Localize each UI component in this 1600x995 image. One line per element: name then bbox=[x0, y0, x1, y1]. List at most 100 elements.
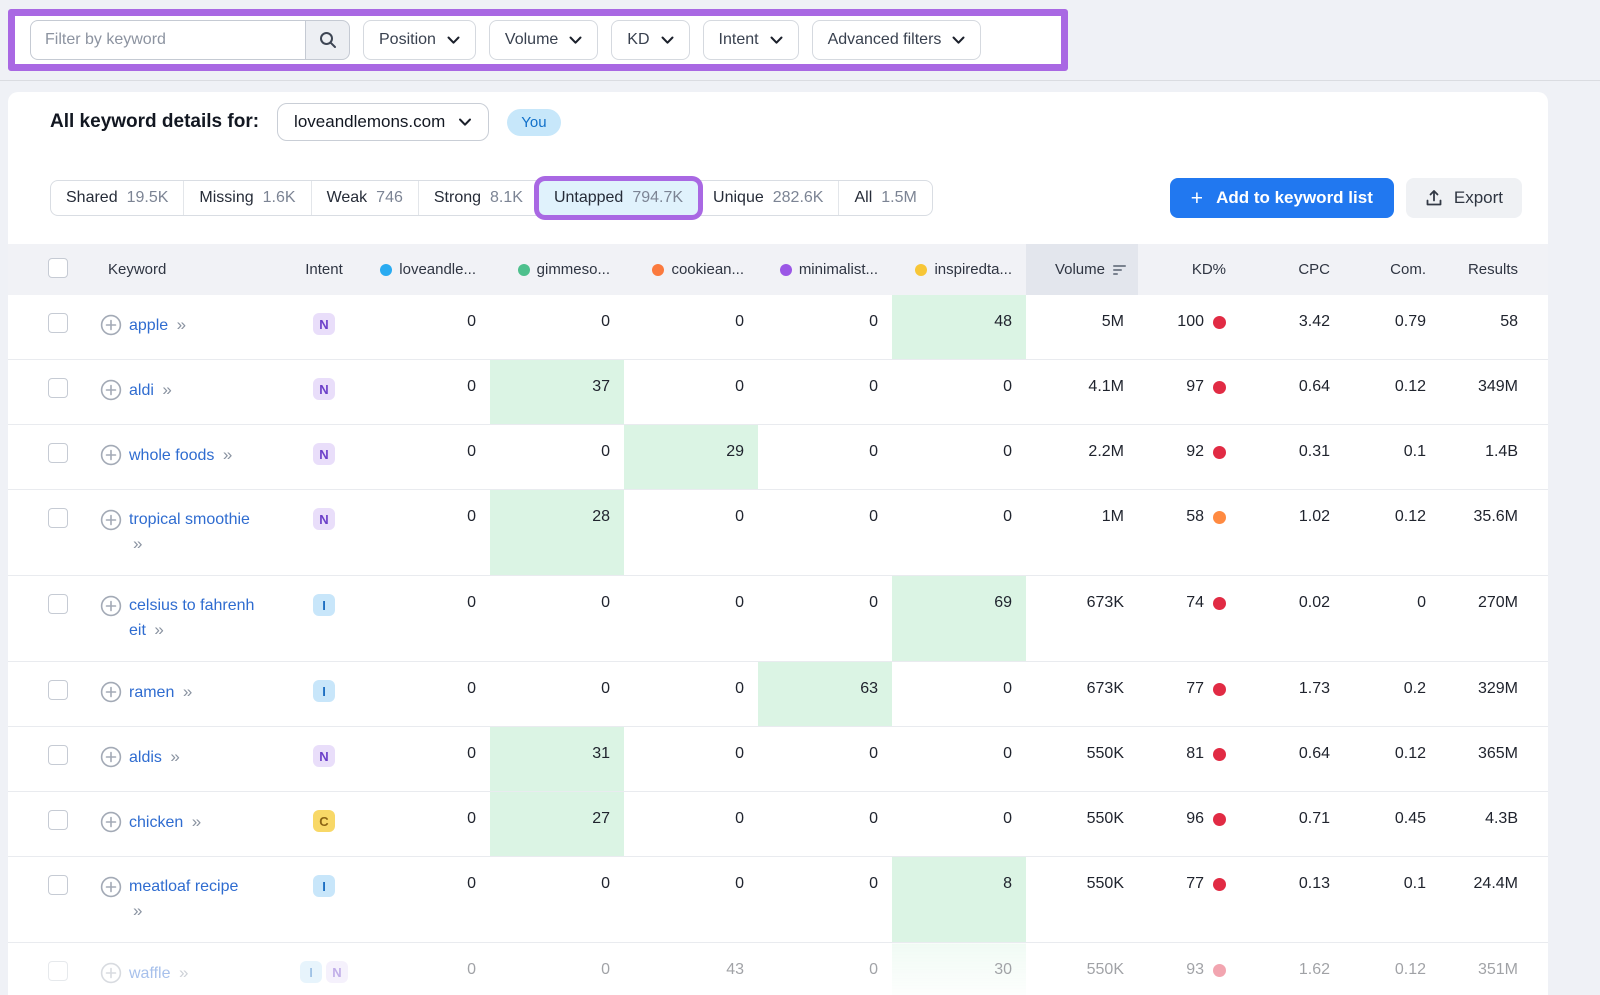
tab-shared[interactable]: Shared19.5K bbox=[51, 181, 184, 215]
row-checkbox[interactable] bbox=[48, 313, 68, 333]
competitor-dot-icon bbox=[380, 264, 392, 276]
column-header-competitor-2[interactable]: gimmeso... bbox=[490, 244, 624, 295]
select-all-checkbox[interactable] bbox=[48, 258, 68, 278]
row-checkbox[interactable] bbox=[48, 594, 68, 614]
expand-keyword-icon[interactable] bbox=[100, 746, 122, 773]
column-header-competitor-4[interactable]: minimalist... bbox=[758, 244, 892, 295]
keyword-link[interactable]: whole foods bbox=[129, 447, 214, 464]
keyword-link[interactable]: aldi bbox=[129, 382, 154, 399]
row-checkbox[interactable] bbox=[48, 443, 68, 463]
kd-cell: 100 bbox=[1138, 295, 1240, 360]
position-cell: 0 bbox=[892, 490, 1026, 576]
keyword-detail-arrows-icon[interactable]: » bbox=[192, 812, 201, 831]
row-checkbox[interactable] bbox=[48, 875, 68, 895]
position-cell: 0 bbox=[758, 295, 892, 360]
keyword-link[interactable]: waffle bbox=[129, 965, 171, 982]
search-button[interactable] bbox=[305, 20, 350, 60]
tab-all[interactable]: All1.5M bbox=[839, 181, 931, 215]
advanced-filters-dropdown[interactable]: Advanced filters bbox=[812, 20, 982, 60]
row-checkbox[interactable] bbox=[48, 961, 68, 981]
kd-cell: 81 bbox=[1138, 727, 1240, 792]
competitor-dot-icon bbox=[518, 264, 530, 276]
keyword-link[interactable]: ramen bbox=[129, 684, 174, 701]
kd-dot-icon bbox=[1213, 813, 1226, 826]
position-filter-label: Position bbox=[379, 31, 436, 49]
keyword-link[interactable]: chicken bbox=[129, 814, 183, 831]
row-checkbox[interactable] bbox=[48, 810, 68, 830]
kd-dot-icon bbox=[1213, 316, 1226, 329]
results-cell: 58 bbox=[1440, 295, 1548, 360]
column-header-kd[interactable]: KD% bbox=[1138, 244, 1240, 295]
expand-keyword-icon[interactable] bbox=[100, 876, 122, 903]
keyword-link[interactable]: aldis bbox=[129, 749, 162, 766]
intent-filter-dropdown[interactable]: Intent bbox=[703, 20, 799, 60]
keyword-link[interactable]: celsius to fahrenheit bbox=[129, 597, 254, 639]
table-header-row: Keyword Intent loveandle... gimmeso... c… bbox=[8, 244, 1548, 295]
position-filter-dropdown[interactable]: Position bbox=[363, 20, 476, 60]
domain-selector[interactable]: loveandlemons.com bbox=[277, 103, 489, 141]
column-header-intent[interactable]: Intent bbox=[292, 244, 356, 295]
volume-cell: 2.2M bbox=[1026, 425, 1138, 490]
volume-filter-dropdown[interactable]: Volume bbox=[489, 20, 598, 60]
sort-descending-icon[interactable] bbox=[1113, 265, 1126, 275]
row-checkbox[interactable] bbox=[48, 508, 68, 528]
keyword-detail-arrows-icon[interactable]: » bbox=[179, 963, 188, 982]
keyword-overlap-tabs: Shared19.5K Missing1.6K Weak746 Strong8.… bbox=[50, 180, 933, 216]
com-cell: 0.1 bbox=[1344, 425, 1440, 490]
expand-keyword-icon[interactable] bbox=[100, 811, 122, 838]
column-header-keyword[interactable]: Keyword bbox=[96, 244, 292, 295]
position-cell: 0 bbox=[758, 792, 892, 857]
intent-badge: N bbox=[313, 443, 335, 465]
tab-untapped[interactable]: Untapped794.7K bbox=[539, 181, 698, 215]
column-header-com[interactable]: Com. bbox=[1344, 244, 1440, 295]
tab-weak[interactable]: Weak746 bbox=[312, 181, 419, 215]
column-header-results[interactable]: Results bbox=[1440, 244, 1548, 295]
column-header-competitor-5[interactable]: inspiredta... bbox=[892, 244, 1026, 295]
keyword-filter-input[interactable] bbox=[30, 20, 305, 60]
expand-keyword-icon[interactable] bbox=[100, 962, 122, 989]
row-checkbox[interactable] bbox=[48, 745, 68, 765]
keyword-detail-arrows-icon[interactable]: » bbox=[133, 534, 142, 553]
keyword-detail-arrows-icon[interactable]: » bbox=[170, 747, 179, 766]
kd-filter-dropdown[interactable]: KD bbox=[611, 20, 689, 60]
column-header-cpc[interactable]: CPC bbox=[1240, 244, 1344, 295]
kd-dot-icon bbox=[1213, 597, 1226, 610]
position-cell: 0 bbox=[892, 662, 1026, 727]
row-checkbox[interactable] bbox=[48, 378, 68, 398]
expand-keyword-icon[interactable] bbox=[100, 681, 122, 708]
keyword-link[interactable]: tropical smoothie bbox=[129, 511, 250, 528]
export-button[interactable]: Export bbox=[1406, 178, 1522, 218]
tab-strong[interactable]: Strong8.1K bbox=[419, 181, 539, 215]
tab-missing[interactable]: Missing1.6K bbox=[184, 181, 311, 215]
position-cell: 0 bbox=[892, 727, 1026, 792]
column-header-volume[interactable]: Volume bbox=[1026, 244, 1138, 295]
column-header-competitor-1[interactable]: loveandle... bbox=[356, 244, 490, 295]
add-to-keyword-list-button[interactable]: + Add to keyword list bbox=[1170, 178, 1394, 218]
keyword-detail-arrows-icon[interactable]: » bbox=[133, 901, 142, 920]
expand-keyword-icon[interactable] bbox=[100, 379, 122, 406]
results-cell: 365M bbox=[1440, 727, 1548, 792]
position-cell: 0 bbox=[892, 360, 1026, 425]
keyword-link[interactable]: apple bbox=[129, 317, 168, 334]
kd-cell: 58 bbox=[1138, 490, 1240, 576]
expand-keyword-icon[interactable] bbox=[100, 509, 122, 536]
keyword-detail-arrows-icon[interactable]: » bbox=[162, 380, 171, 399]
action-buttons: + Add to keyword list Export bbox=[1170, 178, 1522, 218]
expand-keyword-icon[interactable] bbox=[100, 314, 122, 341]
table-row: celsius to fahrenheit »I000069673K740.02… bbox=[8, 576, 1548, 662]
position-cell: 0 bbox=[356, 576, 490, 662]
keyword-detail-arrows-icon[interactable]: » bbox=[183, 682, 192, 701]
com-cell: 0.2 bbox=[1344, 662, 1440, 727]
keyword-detail-arrows-icon[interactable]: » bbox=[223, 445, 232, 464]
tab-unique[interactable]: Unique282.6K bbox=[698, 181, 839, 215]
column-header-competitor-3[interactable]: cookiean... bbox=[624, 244, 758, 295]
keyword-link[interactable]: meatloaf recipe bbox=[129, 878, 238, 895]
cpc-cell: 0.64 bbox=[1240, 727, 1344, 792]
row-checkbox[interactable] bbox=[48, 680, 68, 700]
keyword-detail-arrows-icon[interactable]: » bbox=[154, 620, 163, 639]
position-cell: 0 bbox=[490, 576, 624, 662]
expand-keyword-icon[interactable] bbox=[100, 595, 122, 622]
keyword-detail-arrows-icon[interactable]: » bbox=[177, 315, 186, 334]
expand-keyword-icon[interactable] bbox=[100, 444, 122, 471]
table-row: waffle »IN0043030550K931.620.12351M bbox=[8, 943, 1548, 995]
